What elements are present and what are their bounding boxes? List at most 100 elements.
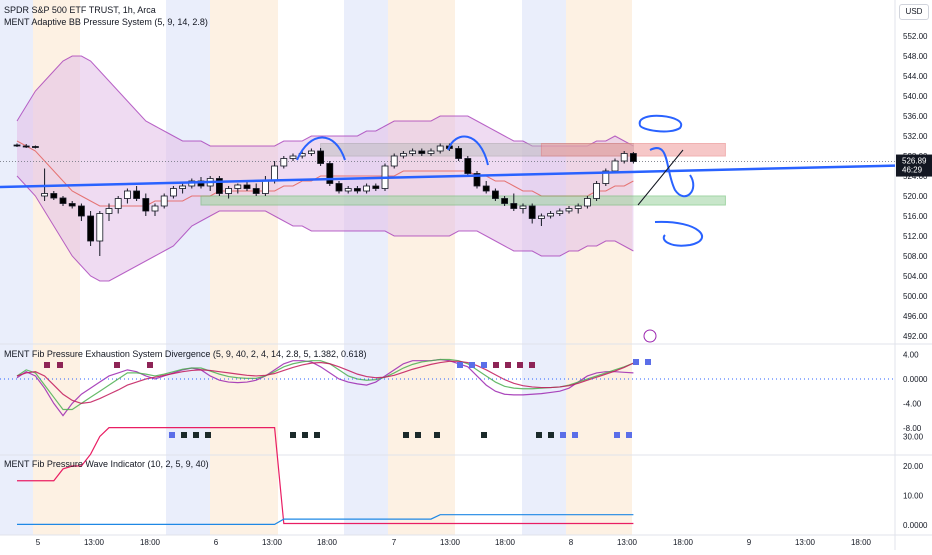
candle-18 xyxy=(179,183,187,194)
candle-body xyxy=(133,190,141,199)
candle-body xyxy=(87,215,94,242)
demand-zone xyxy=(200,195,726,206)
current-price-badge xyxy=(896,154,932,177)
candle-44 xyxy=(418,148,426,156)
marker-top-b3 xyxy=(529,362,535,368)
candle-body xyxy=(96,213,104,242)
marker-bottom-12 xyxy=(548,432,554,438)
hand-curve xyxy=(654,220,703,247)
candle-body xyxy=(252,188,260,194)
candle-body xyxy=(399,153,407,157)
price-tick-label: 544.00 xyxy=(903,72,928,81)
marker-top-c0 xyxy=(633,359,639,365)
price-tick-label: 532.00 xyxy=(903,132,928,141)
indicator-legend-divergence[interactable]: MENT Fib Pressure Exhaustion System Dive… xyxy=(4,349,367,359)
candle-46 xyxy=(436,143,444,154)
price-tick-label: 500.00 xyxy=(903,292,928,301)
time-tick-label: 13:00 xyxy=(262,538,283,547)
candle-body xyxy=(261,180,269,194)
candle-body xyxy=(317,150,325,164)
time-tick-label: 9 xyxy=(747,538,752,547)
candle-body xyxy=(225,188,233,194)
candle-61 xyxy=(574,203,582,214)
time-tick-label: 18:00 xyxy=(495,538,516,547)
marker-bottom-6 xyxy=(314,432,320,438)
candle-67 xyxy=(630,152,637,164)
time-tick-label: 18:00 xyxy=(140,538,161,547)
symbol-legend[interactable]: SPDR S&P 500 ETF TRUST, 1h, Arca xyxy=(4,5,156,15)
session-band-2 xyxy=(166,0,210,535)
marker-bottom-16 xyxy=(626,432,632,438)
candle-38 xyxy=(363,183,371,194)
session-band-0 xyxy=(0,0,33,535)
candle-9 xyxy=(96,211,104,256)
marker-bottom-7 xyxy=(403,432,409,438)
candle-body xyxy=(169,188,177,197)
session-band-3 xyxy=(210,0,278,535)
oscillator-tick-label: -8.00 xyxy=(903,424,922,433)
candle-35 xyxy=(335,181,343,194)
marker-top-b0 xyxy=(493,362,499,368)
candle-body xyxy=(473,173,481,187)
candle-13 xyxy=(133,186,141,201)
oscillator-tick-label: 4.00 xyxy=(903,351,919,360)
wave-line-0 xyxy=(17,427,634,525)
wave-line-1 xyxy=(17,514,634,526)
candle-41 xyxy=(390,153,398,169)
candle-12 xyxy=(124,188,131,204)
price-tick-label: 540.00 xyxy=(903,92,928,101)
marker-top-1 xyxy=(57,362,63,368)
candle-34 xyxy=(326,161,334,186)
time-tick-label: 13:00 xyxy=(795,538,816,547)
hand-diagonal xyxy=(637,149,684,206)
candle-body xyxy=(59,197,67,204)
marker-bottom-13 xyxy=(560,432,566,438)
candle-body xyxy=(41,193,48,197)
oscillator-line-2 xyxy=(16,360,634,405)
wave-tick-label: 20.00 xyxy=(903,462,924,471)
time-tick-label: 18:00 xyxy=(851,538,872,547)
candle-body xyxy=(353,188,361,192)
candle-16 xyxy=(160,193,168,209)
candle-59 xyxy=(556,208,564,216)
marker-top-3 xyxy=(147,362,153,368)
candle-body xyxy=(482,185,490,192)
candle-body xyxy=(593,183,600,199)
candle-25 xyxy=(243,181,251,191)
candle-body xyxy=(32,146,39,148)
candle-body xyxy=(78,205,85,217)
candle-body xyxy=(390,155,398,167)
oscillator-line-1 xyxy=(16,358,634,411)
currency-badge[interactable]: USD xyxy=(899,4,929,20)
marker-bottom-10 xyxy=(481,432,487,438)
marker-top-0 xyxy=(44,362,50,368)
session-band-5 xyxy=(388,0,455,535)
candle-body xyxy=(68,203,76,207)
marker-bottom-2 xyxy=(193,432,199,438)
candle-body xyxy=(344,188,352,192)
candle-body xyxy=(215,178,223,194)
candle-body xyxy=(124,190,131,199)
marker-bottom-5 xyxy=(302,432,308,438)
countdown-label: 46:29 xyxy=(902,166,923,175)
indicator-legend-wave[interactable]: MENT Fib Pressure Wave Indicator (10, 2,… xyxy=(4,459,209,469)
candle-1 xyxy=(22,144,30,148)
candle-65 xyxy=(611,158,619,174)
candle-53 xyxy=(501,196,509,206)
candle-57 xyxy=(538,213,545,226)
candle-22 xyxy=(215,176,223,196)
candle-body xyxy=(50,193,58,199)
candle-body xyxy=(565,208,573,212)
candle-37 xyxy=(353,186,361,194)
candle-body xyxy=(501,198,509,204)
candle-58 xyxy=(547,211,554,219)
marker-bottom-4 xyxy=(290,432,296,438)
session-band-6 xyxy=(522,0,566,535)
candle-14 xyxy=(142,193,150,216)
candle-body xyxy=(584,198,591,207)
candle-body xyxy=(271,165,279,182)
indicator-legend-bb[interactable]: MENT Adaptive BB Pressure System (5, 9, … xyxy=(4,17,208,27)
price-tick-label: 512.00 xyxy=(903,232,928,241)
